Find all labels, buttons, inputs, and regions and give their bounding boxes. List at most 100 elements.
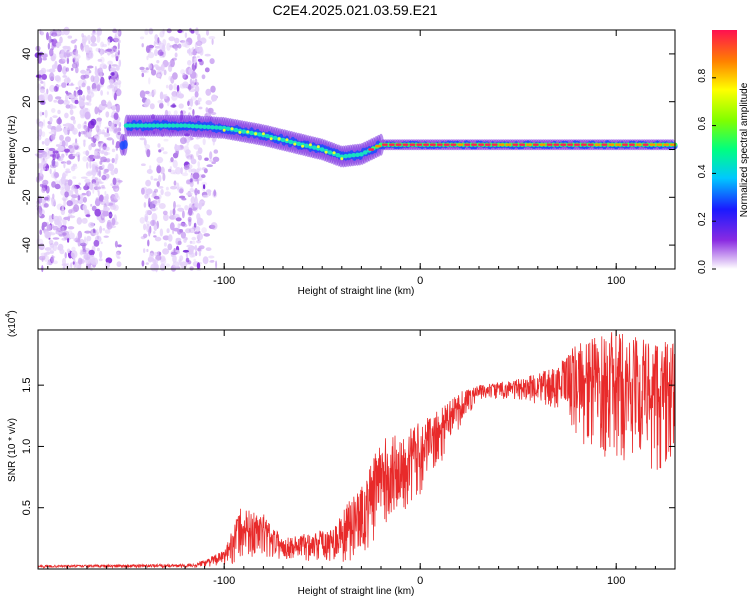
noise-speck [106, 158, 111, 163]
ridge-peak [402, 143, 409, 146]
noise-speck [106, 91, 109, 95]
noise-speck [40, 67, 47, 75]
noise-speck [166, 28, 172, 34]
ridge-core [147, 123, 153, 128]
noise-speck [158, 197, 161, 204]
noise-speck [69, 51, 73, 57]
noise-speck [83, 139, 86, 148]
noise-speck [211, 94, 218, 102]
noise-speck [63, 52, 67, 58]
noise-speck [146, 55, 149, 61]
noise-speck [146, 221, 151, 226]
noise-speck [52, 243, 58, 252]
noise-speck [101, 174, 107, 181]
noise-speck [184, 205, 189, 211]
ridge-core [202, 124, 208, 129]
snr-scale-label: (x104) [5, 310, 18, 337]
noise-speck [141, 163, 146, 166]
ridge-core [339, 154, 345, 159]
noise-speck [205, 257, 209, 263]
ridge-peak [546, 143, 553, 146]
noise-speck [91, 176, 96, 181]
noise-speck [100, 241, 103, 245]
noise-speck [181, 172, 189, 177]
noise-speck [49, 154, 55, 157]
noise-speck [178, 103, 184, 109]
noise-speck [174, 144, 181, 152]
ridge-core [280, 137, 286, 143]
snr-series-line [37, 330, 676, 570]
noise-speck [54, 183, 61, 190]
noise-speck [215, 260, 218, 269]
ridge-peak [388, 143, 395, 146]
noise-speck [81, 33, 84, 38]
noise-speck [94, 148, 98, 157]
noise-speck [78, 131, 81, 137]
noise-speck [186, 141, 189, 146]
noise-speck [48, 147, 56, 151]
noise-speck [163, 242, 167, 247]
noise-speck [52, 237, 60, 240]
noise-speck [115, 56, 119, 62]
noise-speck [196, 55, 200, 59]
noise-speck [79, 249, 83, 256]
noise-speck [81, 38, 87, 45]
noise-speck [195, 27, 199, 35]
noise-speck [181, 40, 189, 48]
noise-speck [81, 217, 88, 224]
noise-speck [102, 210, 109, 217]
noise-speck [93, 135, 99, 139]
snr-y-ticks: 0.5 1.0 1.5 [21, 378, 675, 515]
noise-speck [113, 35, 120, 43]
noise-speck [203, 233, 210, 237]
noise-speck [42, 57, 47, 61]
y-tick-label: 20 [21, 96, 33, 108]
noise-speck [40, 166, 46, 171]
noise-speck [179, 229, 184, 233]
noise-speck [162, 210, 168, 216]
noise-speck [70, 208, 77, 212]
ridge-peak [580, 143, 587, 146]
ridge-peak [498, 143, 505, 146]
noise-speck [104, 229, 111, 234]
noise-speck [153, 40, 156, 47]
noise-speck [86, 235, 92, 242]
x-tick-label: -100 [213, 275, 235, 287]
noise-speck [40, 80, 44, 84]
noise-speck [49, 164, 57, 169]
noise-speck [71, 146, 76, 154]
noise-speck [60, 208, 66, 215]
noise-speck [117, 180, 123, 183]
noise-speck [98, 258, 103, 262]
noise-speck [83, 253, 91, 261]
ridge-core [143, 123, 149, 128]
noise-speck [151, 208, 157, 212]
noise-speck [188, 218, 192, 227]
ridge-core [155, 123, 161, 128]
colorbar-tick-label: 0.6 [697, 116, 708, 130]
noise-speck [115, 48, 118, 55]
noise-speck [55, 161, 59, 168]
snr-x-label: Height of straight line (km) [298, 586, 415, 597]
ridge-peak [574, 143, 580, 146]
y-tick-label: -20 [21, 189, 33, 205]
noise-speck [192, 172, 200, 180]
ridge-core [241, 129, 247, 134]
noise-speck [64, 148, 70, 153]
noise-speck [44, 153, 51, 159]
noise-speck [186, 49, 191, 54]
noise-speck [153, 178, 158, 181]
noise-speck [105, 111, 110, 118]
noise-speck [47, 124, 52, 129]
noise-speck [39, 169, 43, 177]
noise-speck [82, 254, 89, 260]
ridge-core [296, 141, 302, 146]
noise-speck [180, 261, 187, 270]
noise-speck [194, 245, 198, 252]
noise-speck [49, 48, 54, 57]
noise-speck [91, 205, 97, 212]
noise-speck [117, 244, 122, 248]
noise-speck [77, 195, 81, 201]
noise-speck [110, 194, 116, 202]
noise-speck [82, 94, 86, 102]
